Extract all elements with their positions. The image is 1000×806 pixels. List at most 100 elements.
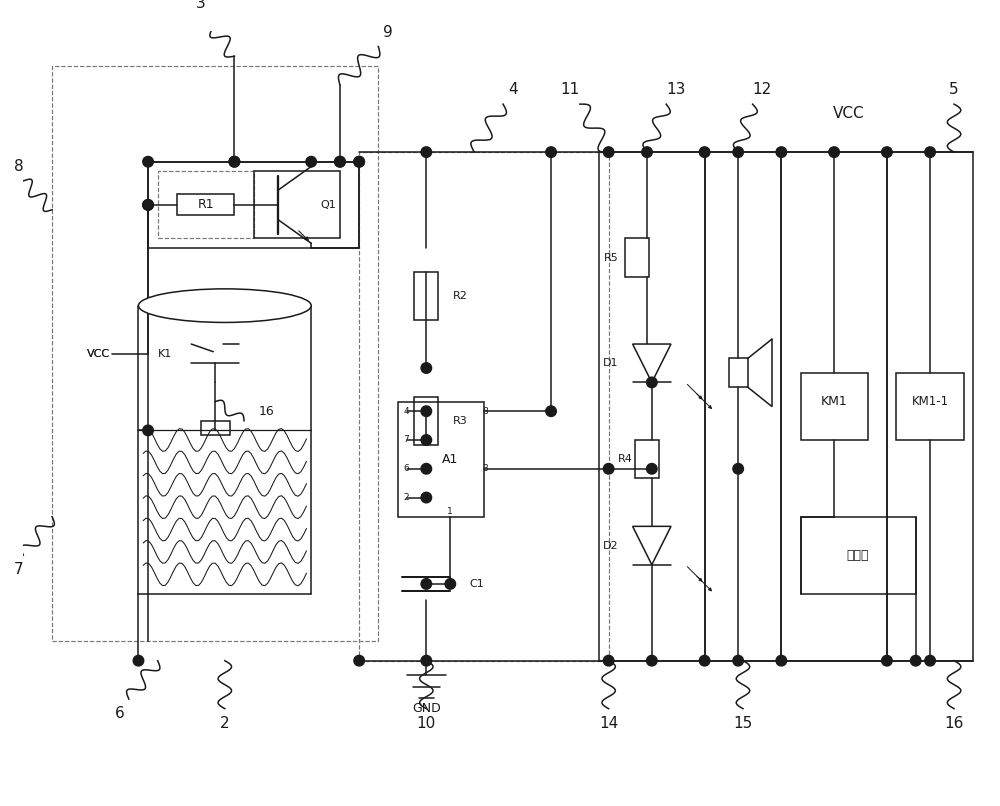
- Text: R4: R4: [618, 454, 633, 464]
- Text: 6: 6: [403, 464, 409, 473]
- Circle shape: [882, 655, 892, 666]
- Text: 13: 13: [666, 82, 685, 98]
- Circle shape: [143, 425, 153, 436]
- Circle shape: [776, 655, 787, 666]
- Text: GND: GND: [412, 702, 441, 715]
- Text: 2: 2: [220, 716, 230, 730]
- Polygon shape: [633, 344, 671, 382]
- Polygon shape: [633, 526, 671, 565]
- Bar: [801, 517, 916, 593]
- Circle shape: [354, 156, 364, 167]
- Circle shape: [421, 147, 432, 157]
- Text: R2: R2: [453, 291, 468, 301]
- Circle shape: [910, 655, 921, 666]
- Text: KM1-1: KM1-1: [912, 395, 949, 408]
- Circle shape: [603, 463, 614, 474]
- Bar: [729, 359, 748, 387]
- Bar: [158, 172, 254, 239]
- Text: 14: 14: [599, 716, 618, 730]
- Text: 9: 9: [383, 25, 393, 39]
- Circle shape: [143, 200, 153, 210]
- Ellipse shape: [138, 289, 311, 322]
- Circle shape: [647, 655, 657, 666]
- Bar: [887, 152, 973, 661]
- Circle shape: [354, 156, 364, 167]
- Circle shape: [925, 655, 935, 666]
- Text: 3: 3: [482, 464, 488, 473]
- Circle shape: [133, 655, 144, 666]
- Circle shape: [445, 579, 456, 589]
- Circle shape: [699, 655, 710, 666]
- Circle shape: [421, 655, 432, 666]
- Text: R5: R5: [603, 252, 618, 263]
- Circle shape: [143, 200, 153, 210]
- Circle shape: [421, 492, 432, 503]
- Circle shape: [733, 655, 743, 666]
- Bar: [177, 194, 234, 215]
- Bar: [414, 272, 438, 320]
- Circle shape: [143, 156, 153, 167]
- Circle shape: [306, 156, 316, 167]
- Circle shape: [642, 147, 652, 157]
- Text: R3: R3: [453, 416, 467, 426]
- Text: VCC: VCC: [833, 106, 864, 121]
- Circle shape: [776, 147, 787, 157]
- Circle shape: [647, 463, 657, 474]
- Text: VCC: VCC: [87, 349, 110, 359]
- Text: 3: 3: [196, 0, 206, 11]
- Bar: [635, 440, 659, 479]
- Bar: [705, 152, 781, 661]
- Text: Q1: Q1: [321, 200, 337, 210]
- Bar: [398, 401, 484, 517]
- Text: C1: C1: [469, 579, 484, 589]
- Circle shape: [546, 406, 556, 417]
- Circle shape: [229, 156, 240, 167]
- Text: 5: 5: [949, 82, 959, 98]
- Text: 电磁阀: 电磁阀: [847, 549, 869, 562]
- Text: 7: 7: [14, 562, 23, 577]
- Circle shape: [882, 147, 892, 157]
- Text: 8: 8: [14, 159, 23, 174]
- Text: 11: 11: [561, 82, 580, 98]
- Circle shape: [546, 147, 556, 157]
- Text: 4: 4: [403, 407, 409, 416]
- Text: 10: 10: [417, 716, 436, 730]
- Circle shape: [421, 463, 432, 474]
- Text: A1: A1: [442, 453, 458, 466]
- Bar: [148, 162, 359, 248]
- Text: VCC: VCC: [87, 349, 110, 359]
- Text: KM1: KM1: [821, 395, 847, 408]
- Circle shape: [925, 147, 935, 157]
- Bar: [254, 172, 340, 239]
- Bar: [599, 152, 705, 661]
- Bar: [414, 397, 438, 445]
- Circle shape: [829, 147, 839, 157]
- Circle shape: [699, 147, 710, 157]
- Text: 12: 12: [753, 82, 772, 98]
- Text: 8: 8: [482, 407, 488, 416]
- Text: 16: 16: [944, 716, 964, 730]
- Bar: [359, 152, 609, 661]
- Circle shape: [229, 156, 240, 167]
- Bar: [896, 373, 964, 440]
- Text: 1: 1: [447, 508, 453, 517]
- Circle shape: [603, 147, 614, 157]
- Text: R1: R1: [197, 198, 214, 211]
- Circle shape: [421, 363, 432, 373]
- Circle shape: [421, 579, 432, 589]
- Circle shape: [354, 655, 364, 666]
- Text: D2: D2: [603, 541, 618, 550]
- Circle shape: [421, 434, 432, 445]
- Circle shape: [421, 406, 432, 417]
- Text: K1: K1: [158, 349, 172, 359]
- Text: 7: 7: [403, 435, 409, 444]
- Text: 16: 16: [258, 405, 274, 418]
- Circle shape: [733, 147, 743, 157]
- Bar: [781, 152, 887, 661]
- Circle shape: [603, 655, 614, 666]
- Text: 15: 15: [733, 716, 753, 730]
- Text: 6: 6: [114, 706, 124, 721]
- Circle shape: [335, 156, 345, 167]
- Bar: [625, 239, 649, 277]
- Circle shape: [335, 156, 345, 167]
